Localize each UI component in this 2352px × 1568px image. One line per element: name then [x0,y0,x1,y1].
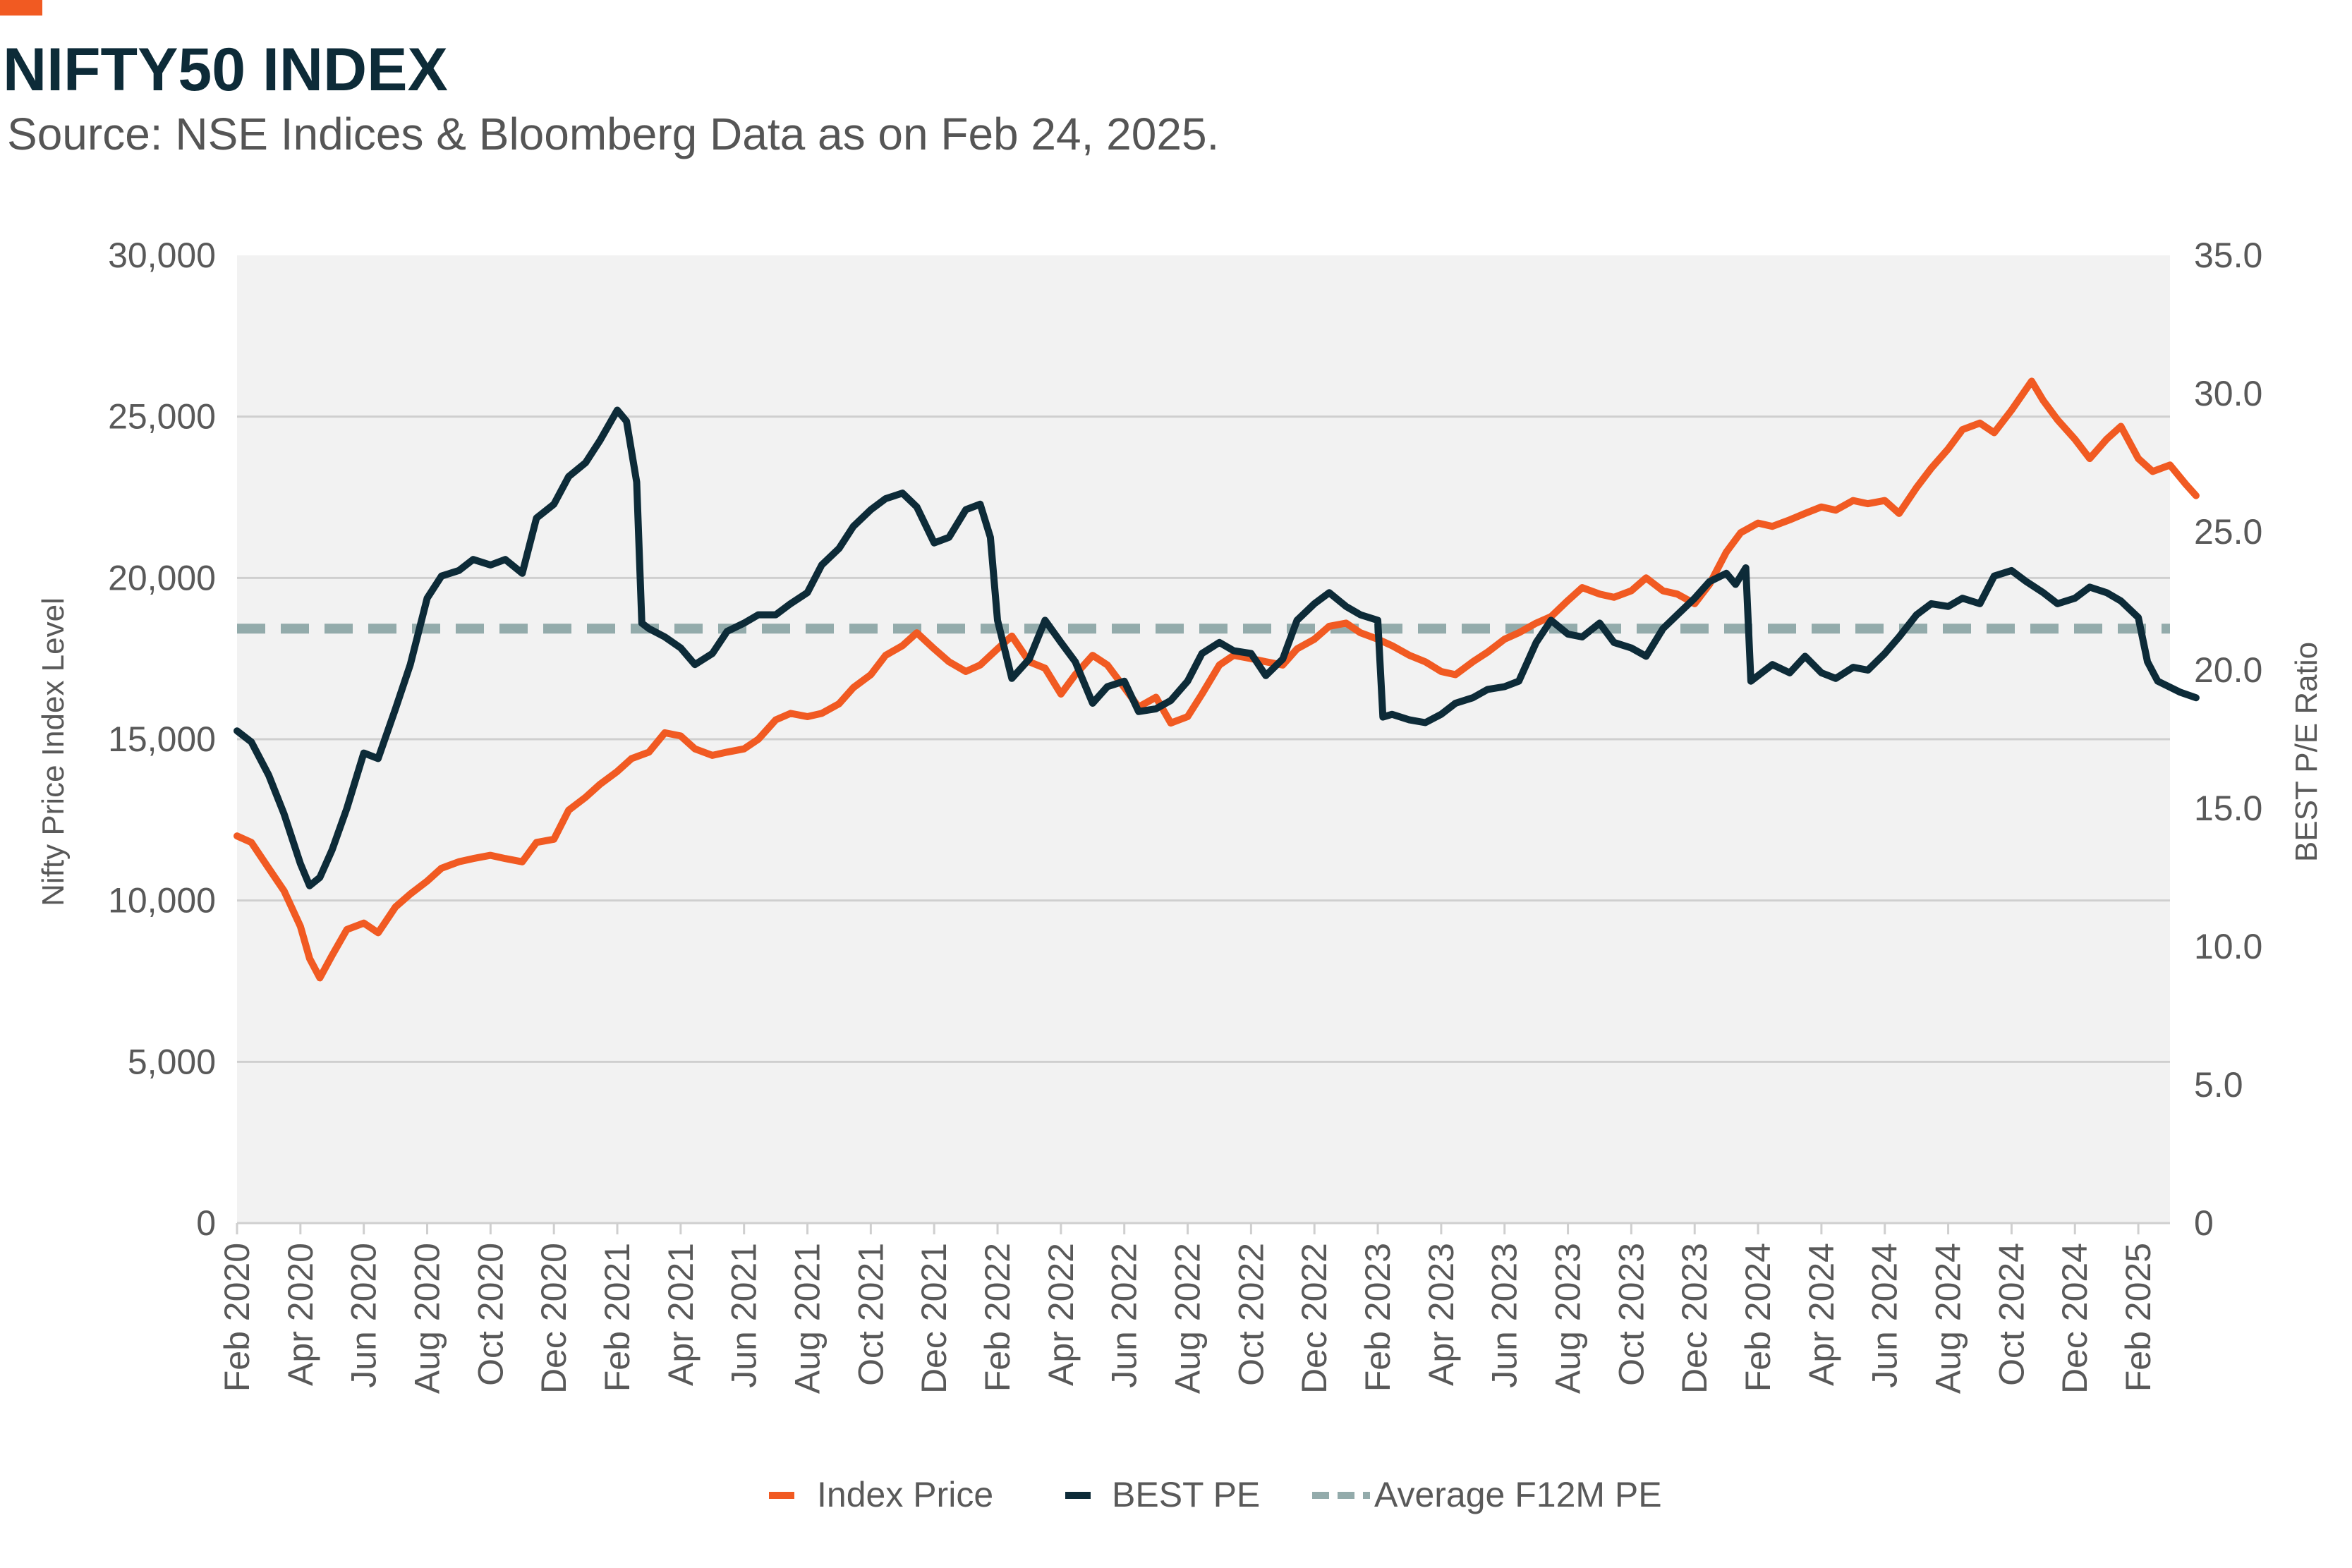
series-layer [234,377,2200,982]
x-tick-label: Oct 2023 [1611,1243,1651,1386]
chart-subtitle: Source: NSE Indices & Bloomberg Data as … [7,109,1219,159]
y-left-tick-label: 0 [196,1203,216,1243]
y-right-tick-label: 30.0 [2194,374,2262,413]
y-left-tick-label: 30,000 [108,236,216,275]
x-tick-label: Jun 2020 [344,1243,384,1388]
y-right-tick-label: 20.0 [2194,650,2262,690]
x-tick-label: Jun 2021 [725,1243,764,1388]
chart-title: NIFTY50 INDEX [3,36,448,104]
x-tick-label: Jun 2024 [1865,1243,1905,1388]
y-left-tick-label: 20,000 [108,558,216,597]
legend: Index Price BEST PE Average F12M PE [769,1475,1662,1514]
x-tick-label: Aug 2021 [788,1243,828,1394]
y-left-tick-label: 5,000 [128,1042,216,1081]
x-tick-label: Apr 2024 [1802,1243,1841,1386]
y-right-tick-label: 0 [2194,1203,2214,1243]
y-right-tick-label: 15.0 [2194,789,2262,828]
legend-label-index-price: Index Price [817,1475,993,1514]
x-tick-label: Feb 2022 [978,1243,1017,1392]
series-line-best-pe [234,406,2200,889]
x-tick-label: Aug 2024 [1929,1243,1968,1394]
x-tick-label: Feb 2025 [2118,1243,2158,1392]
x-tick-label: Feb 2020 [217,1243,257,1392]
series-line-index-price [234,377,2200,982]
y-left-tick-label: 15,000 [108,719,216,759]
y-right-tick-label: 10.0 [2194,927,2262,966]
x-tick-label: Apr 2020 [281,1243,320,1386]
y-right-tick-label: 5.0 [2194,1065,2243,1105]
x-tick-label: Dec 2023 [1675,1243,1714,1394]
legend-label-average-pe: Average F12M PE [1374,1475,1662,1514]
x-tick-label: Jun 2023 [1485,1243,1524,1388]
x-tick-label: Oct 2022 [1231,1243,1271,1386]
y-left-tick-label: 10,000 [108,881,216,920]
axes: 0 5,000 10,000 15,000 20,000 25,000 30,000 0 5.0… [108,236,2262,1394]
x-tick-label: Oct 2021 [851,1243,890,1386]
y-right-tick-label: 35.0 [2194,236,2262,275]
legend-item-index-price: Index Price [769,1475,993,1514]
legend-label-best-pe: BEST PE [1112,1475,1260,1514]
legend-item-average-pe: Average F12M PE [1312,1475,1662,1514]
x-tick-label: Dec 2022 [1295,1243,1334,1394]
x-tick-label: Aug 2023 [1548,1243,1588,1394]
y-right-tick-label: 25.0 [2194,512,2262,552]
x-tick-label: Aug 2022 [1168,1243,1208,1394]
x-tick-label: Apr 2022 [1041,1243,1081,1386]
x-tick-label: Apr 2023 [1421,1243,1461,1386]
x-tick-label: Feb 2021 [598,1243,637,1392]
y-right-axis-title: BEST P/E Ratio [2289,642,2324,862]
legend-item-best-pe: BEST PE [1065,1475,1260,1514]
x-tick-label: Feb 2023 [1358,1243,1398,1392]
x-tick-label: Oct 2020 [471,1243,510,1386]
x-tick-label: Dec 2024 [2055,1243,2095,1394]
x-tick-label: Aug 2020 [408,1243,447,1394]
x-tick-label: Feb 2024 [1738,1243,1778,1392]
y-left-tick-label: 25,000 [108,397,216,437]
x-tick-label: Dec 2021 [914,1243,954,1394]
y-left-axis-title: Nifty Price Index Level [36,597,71,906]
gridlines [237,415,2170,1063]
header-accent-bar [0,0,42,16]
x-tick-label: Apr 2021 [661,1243,701,1386]
x-tick-label: Oct 2024 [1992,1243,2031,1386]
x-tick-label: Dec 2020 [534,1243,574,1394]
x-tick-label: Jun 2022 [1105,1243,1144,1388]
